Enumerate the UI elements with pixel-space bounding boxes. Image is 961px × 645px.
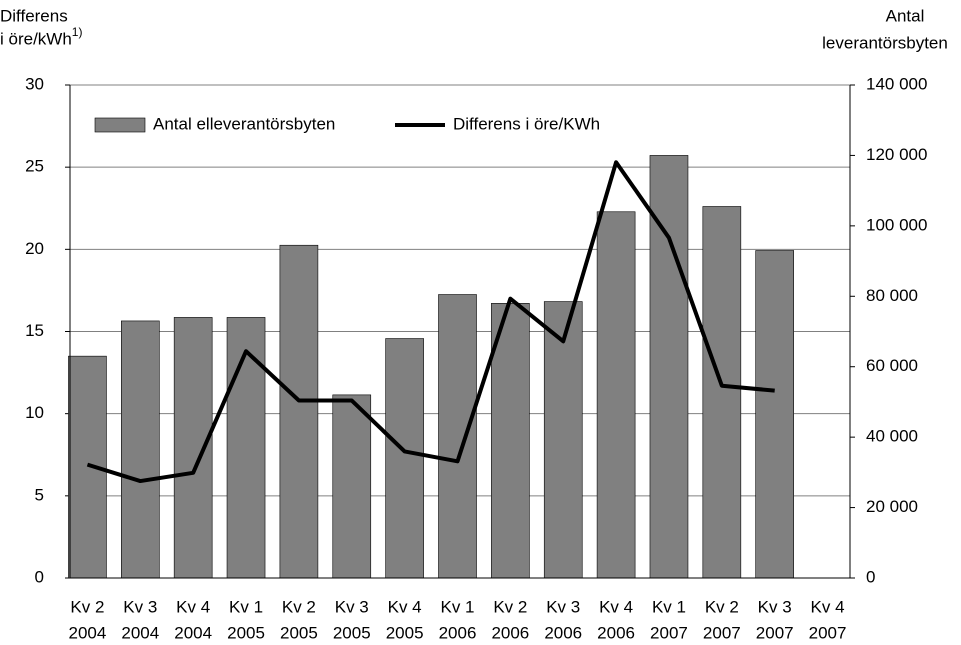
x-tick-label: 2006 — [544, 623, 582, 642]
x-tick-label: 2004 — [174, 623, 212, 642]
y-tick-label: 30 — [25, 74, 44, 93]
y2-tick-label: 0 — [866, 567, 875, 586]
y2-tick-label: 40 000 — [866, 427, 918, 446]
y-axis-title: Differens — [0, 6, 68, 25]
y2-tick-label: 120 000 — [866, 145, 927, 164]
x-tick-label: Kv 2 — [70, 597, 104, 616]
x-tick-label: 2005 — [227, 623, 265, 642]
y2-tick-label: 80 000 — [866, 286, 918, 305]
bar — [543, 301, 583, 579]
bar — [385, 338, 424, 579]
x-tick-label: Kv 2 — [705, 597, 739, 616]
bar — [332, 394, 372, 579]
x-tick-label: Kv 4 — [599, 597, 633, 616]
x-tick-label: 2005 — [280, 623, 318, 642]
y2-axis-title: leverantörsbyten — [822, 33, 948, 52]
x-tick-label: 2006 — [597, 623, 635, 642]
y2-tick-label: 20 000 — [866, 497, 918, 516]
y2-tick-label: 60 000 — [866, 356, 918, 375]
x-tick-label: 2007 — [809, 623, 847, 642]
legend-label: Differens i öre/KWh — [453, 114, 600, 133]
x-tick-label: 2006 — [491, 623, 529, 642]
bar — [279, 244, 319, 579]
x-tick-label: 2004 — [121, 623, 159, 642]
x-tick-label: Kv 3 — [335, 597, 369, 616]
x-tick-label: Kv 4 — [388, 597, 422, 616]
x-tick-label: 2004 — [69, 623, 107, 642]
x-tick-label: 2007 — [703, 623, 741, 642]
y2-tick-label: 140 000 — [866, 74, 927, 93]
y-tick-label: 10 — [25, 403, 44, 422]
x-tick-label: Kv 2 — [282, 597, 316, 616]
bar — [173, 317, 213, 579]
y-axis-title: i öre/kWh1) — [0, 25, 82, 48]
line — [86, 160, 775, 484]
legend-label: Antal elleverantörsbyten — [153, 114, 335, 133]
x-tick-label: Kv 1 — [229, 597, 263, 616]
y-tick-label: 20 — [25, 239, 44, 258]
y2-axis-title: Antal — [886, 6, 925, 25]
y-tick-label: 25 — [25, 157, 44, 176]
bar — [438, 294, 477, 579]
x-tick-label: Kv 3 — [123, 597, 157, 616]
x-tick-label: Kv 1 — [440, 597, 474, 616]
x-tick-label: 2006 — [439, 623, 477, 642]
x-tick-label: Kv 3 — [546, 597, 580, 616]
x-tick-label: 2007 — [650, 623, 688, 642]
x-tick-label: 2005 — [386, 623, 424, 642]
x-tick-label: Kv 2 — [493, 597, 527, 616]
x-tick-label: Kv 4 — [811, 597, 845, 616]
legend-swatch — [94, 117, 146, 133]
x-tick-label: Kv 3 — [758, 597, 792, 616]
y-axis-title-note: 1) — [72, 25, 83, 39]
bar — [702, 206, 742, 579]
x-tick-label: Kv 4 — [176, 597, 210, 616]
bar — [649, 155, 689, 579]
x-tick-label: 2005 — [333, 623, 371, 642]
bar — [596, 211, 636, 579]
y-tick-label: 15 — [25, 321, 44, 340]
bar — [226, 317, 266, 579]
bar — [121, 320, 160, 579]
y2-tick-label: 100 000 — [866, 215, 927, 234]
y-tick-label: 0 — [35, 567, 44, 586]
bar — [755, 250, 795, 579]
y-tick-label: 5 — [35, 485, 44, 504]
x-tick-label: Kv 1 — [652, 597, 686, 616]
x-tick-label: 2007 — [756, 623, 794, 642]
